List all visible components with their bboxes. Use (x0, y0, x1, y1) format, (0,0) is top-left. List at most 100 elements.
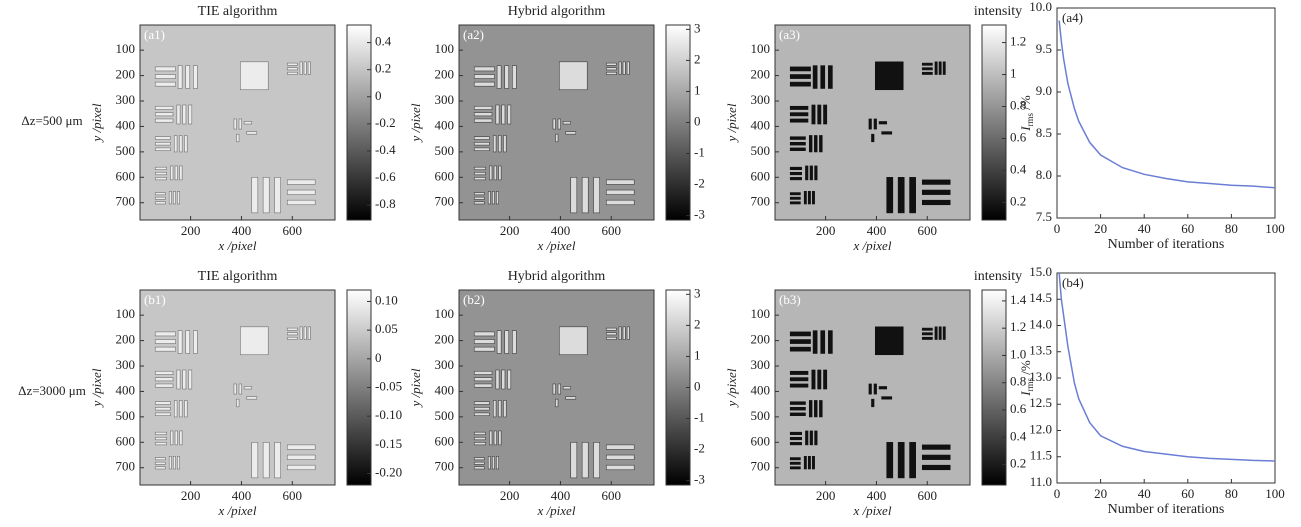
target-bar (810, 166, 813, 180)
panel-label: (a1) (144, 27, 165, 42)
target-bar (606, 455, 634, 460)
target-bar (155, 407, 170, 410)
target-bar (474, 467, 484, 469)
target-bar (188, 370, 191, 389)
target-bar (790, 113, 808, 116)
y-tick-label: 700 (751, 194, 771, 209)
target-bar (474, 119, 492, 122)
target-bar (790, 467, 800, 469)
y-tick-label: 100 (116, 306, 136, 321)
target-bar (790, 82, 810, 86)
x-tick-label: 400 (867, 223, 887, 238)
y-axis-label: y /pixel (724, 368, 739, 408)
y-tick-label: 500 (435, 408, 455, 423)
line (1059, 273, 1275, 461)
colorbar-tick-label: -0.05 (375, 378, 402, 393)
y-tick-label: 400 (435, 117, 455, 132)
target-bar (910, 442, 916, 478)
target-bar (805, 166, 808, 180)
target-bar (177, 456, 179, 469)
target-bar (823, 370, 826, 389)
target-bar (555, 134, 558, 142)
target-bar (247, 397, 257, 400)
target-bar (474, 384, 492, 387)
target-bar (790, 75, 810, 79)
target-bar (808, 456, 810, 469)
target-bar (790, 462, 800, 464)
y-tick-label: 200 (751, 67, 771, 82)
target-bar (898, 442, 904, 478)
target-bar (502, 105, 505, 124)
target-bar (179, 400, 182, 417)
target-bar (594, 177, 600, 213)
colorbar-tick-label: 1.0 (1010, 346, 1026, 361)
target-bar (155, 119, 173, 122)
target-bar (493, 135, 496, 152)
target-bar (287, 72, 297, 74)
target-bar (935, 327, 937, 340)
target-bar (922, 455, 950, 460)
target-bar (179, 135, 182, 152)
y-tick-label: 100 (435, 41, 455, 56)
plot-frame (1057, 8, 1275, 218)
target-bar (496, 456, 498, 469)
y-axis-label: y /pixel (89, 368, 104, 408)
target-bar (155, 172, 166, 175)
target-bar (790, 119, 808, 122)
target-bar (183, 105, 186, 124)
panel-label: (b2) (463, 292, 485, 307)
target-bar (871, 134, 874, 142)
target-bar (790, 402, 805, 405)
y-tick-label: 400 (116, 382, 136, 397)
x-tick-label: 600 (602, 488, 622, 503)
target-bar (571, 177, 577, 213)
target-bar (263, 177, 269, 213)
target-bar (263, 442, 269, 478)
target-bar (169, 191, 171, 204)
colorbar-tick-label: -0.8 (375, 196, 396, 211)
target-bar (563, 121, 571, 124)
chart-title: Hybrid algorithm (508, 4, 606, 19)
x-tick-label: 60 (1181, 486, 1194, 501)
target-bar (790, 197, 800, 199)
target-bar (566, 132, 576, 135)
colorbar-tick-label: 0.2 (1010, 193, 1026, 208)
chart-title: TIE algorithm (198, 4, 278, 19)
target-bar (874, 119, 877, 129)
target-bar (287, 68, 297, 70)
target-bar (474, 148, 489, 151)
target-bar (790, 106, 808, 109)
target-bar (155, 432, 166, 435)
target-bar (155, 137, 170, 140)
colorbar-tick-label: 1.2 (1010, 319, 1026, 334)
y-tick-label: 300 (116, 357, 136, 372)
colorbar-tick-label: 1 (1010, 66, 1017, 81)
target-bar (606, 200, 634, 205)
colorbar-tick-label: 2 (694, 316, 701, 331)
target-bar (619, 327, 621, 340)
y-tick-label: 100 (751, 306, 771, 321)
target-bar (606, 190, 634, 195)
target-bar (180, 166, 183, 180)
colorbar-tick-label: 0.4 (1010, 428, 1027, 443)
target-bar (474, 332, 494, 336)
panel-label: (a4) (1062, 10, 1083, 25)
target-bar (875, 327, 903, 355)
target-bar (812, 370, 815, 389)
target-bar (558, 119, 561, 129)
y-tick-label: 700 (116, 194, 136, 209)
target-bar (623, 327, 625, 340)
target-bar (474, 75, 494, 79)
y-tick-label: 700 (751, 459, 771, 474)
x-tick-label: 20 (1094, 221, 1107, 236)
colorbar-tick-label: 1 (694, 82, 701, 97)
target-bar (922, 180, 950, 185)
target-bar (287, 333, 297, 335)
y-axis-label: y /pixel (724, 103, 739, 143)
target-bar (236, 399, 239, 407)
target-bar (155, 458, 165, 460)
target-bar (174, 135, 177, 152)
target-bar (939, 62, 941, 75)
colorbar-tick-label: 0.6 (1010, 401, 1027, 416)
y-tick-label: 200 (116, 67, 136, 82)
